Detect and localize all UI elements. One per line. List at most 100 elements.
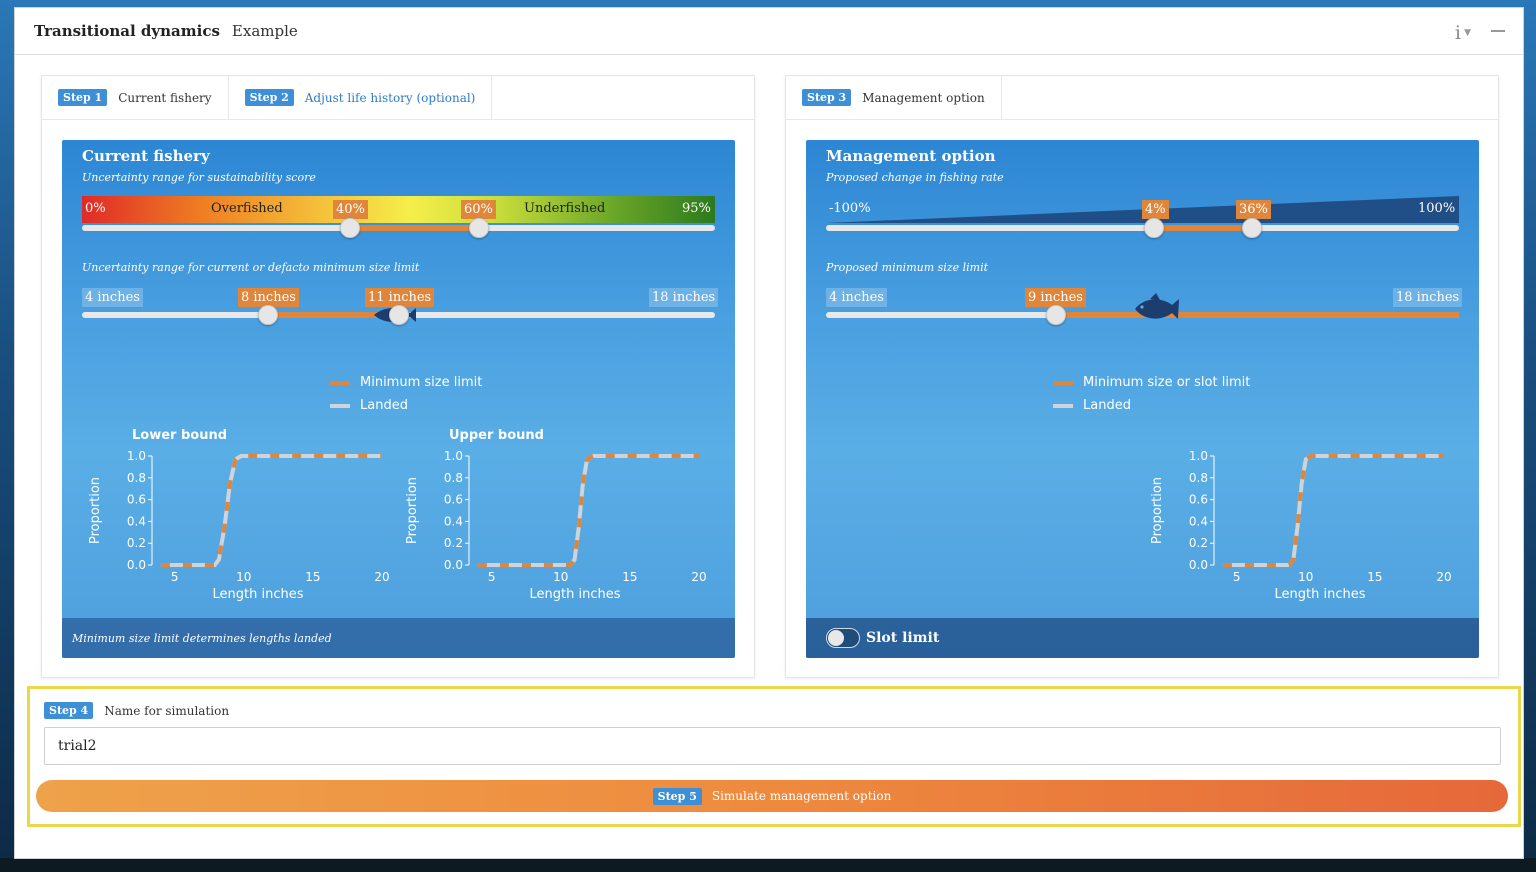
size-low-thumb[interactable]	[258, 305, 278, 325]
legend-label: Minimum size limit	[360, 375, 483, 390]
simulate-button[interactable]: Step 5 Simulate management option	[36, 780, 1508, 812]
x-axis-label: Length inches	[213, 587, 304, 602]
management-plot: 0.0 0.2 0.4 0.6 0.8 1.0 5 10 15 20 Length inches Pr…	[1150, 449, 1452, 602]
simulation-name-input[interactable]	[44, 727, 1501, 765]
rate-min-label: -100%	[829, 201, 871, 216]
plot-title: Lower bound	[132, 428, 227, 443]
y-tick-label: 1.0	[127, 449, 146, 463]
legend-label: Landed	[1083, 398, 1131, 413]
rate-high-label: 36%	[1236, 200, 1271, 219]
y-tick-label: 0.0	[444, 558, 463, 572]
min-size-line	[477, 454, 699, 567]
tab-management-option[interactable]: Step 3 Management option	[786, 76, 1002, 119]
y-tick-label: 0.2	[1189, 536, 1208, 550]
toggle-knob	[828, 630, 844, 646]
x-tick-label: 10	[1298, 570, 1313, 584]
step-badge: Step 3	[802, 89, 852, 106]
x-axis-label: Length inches	[530, 587, 621, 602]
y-tick-label: 0.2	[127, 536, 146, 550]
x-tick-label: 20	[374, 570, 389, 584]
legend-swatch-grey	[330, 403, 350, 408]
y-tick-label: 1.0	[1189, 449, 1208, 463]
slot-limit-toggle[interactable]	[826, 628, 860, 648]
landed-line	[477, 454, 699, 567]
overfished-label: Overfished	[211, 201, 283, 216]
y-tick-label: 0.8	[127, 471, 146, 485]
size-min-label: 4 inches	[82, 288, 143, 307]
step4-label: Name for simulation	[104, 703, 230, 718]
y-tick-label: 1.0	[444, 449, 463, 463]
lower-bound-plot: Lower bound 0.0 0.2 0.4 0.6 0.8 1.0 5 10 15 20 Leng…	[88, 428, 390, 602]
x-axis-label: Length inches	[1275, 587, 1366, 602]
tab-current-fishery[interactable]: Step 1 Current fishery	[42, 76, 229, 119]
step-badge: Step 5	[652, 787, 702, 805]
left-tabbar: Step 1 Current fishery Step 2 Adjust lif…	[42, 76, 754, 120]
step-badge: Step 1	[58, 89, 108, 106]
size-high-label: 11 inches	[365, 288, 435, 307]
caret-down-icon[interactable]: ▼	[1464, 28, 1471, 38]
y-axis-label: Proportion	[405, 477, 420, 544]
card-title: Current fishery	[82, 147, 210, 165]
card-footer: Minimum size limit determines lengths la…	[62, 618, 735, 658]
upper-bound-plot: Upper bound 0.0 0.2 0.4 0.6 0.8 1.0 5 10 15 20 Leng…	[405, 428, 707, 602]
step-badge: Step 2	[244, 89, 294, 106]
y-tick-label: 0.6	[127, 493, 146, 507]
info-icon[interactable]: i	[1454, 22, 1461, 44]
right-tabbar: Step 3 Management option	[786, 76, 1498, 120]
legend-row-landed: Landed	[330, 394, 482, 417]
y-tick-label: 0.8	[1189, 471, 1208, 485]
x-tick-label: 10	[236, 570, 251, 584]
x-tick-label: 5	[1233, 570, 1241, 584]
tab-adjust-life-history[interactable]: Step 2 Adjust life history (optional)	[229, 76, 493, 119]
size-high-thumb[interactable]	[389, 305, 409, 325]
min-size-line	[160, 454, 382, 567]
background-strip	[0, 858, 1536, 872]
y-tick-label: 0.6	[444, 493, 463, 507]
rate-high-thumb[interactable]	[1242, 218, 1262, 238]
size-slider-fill	[268, 312, 399, 318]
rate-low-label: 4%	[1142, 200, 1169, 219]
card-title: Management option	[826, 147, 996, 165]
y-tick-label: 0.4	[1189, 514, 1208, 528]
tab-label: Adjust life history (optional)	[304, 90, 476, 105]
rate-max-label: 100%	[1418, 201, 1456, 216]
left-panel: Step 1 Current fishery Step 2 Adjust lif…	[41, 75, 755, 678]
score-low-label: 40%	[333, 200, 368, 219]
size-slider-fill	[1056, 312, 1459, 318]
legend: Minimum size or slot limit Landed	[1053, 371, 1250, 417]
right-panel: Step 3 Management option Management opti…	[785, 75, 1499, 678]
score-low-thumb[interactable]	[340, 218, 360, 238]
y-tick-label: 0.8	[444, 471, 463, 485]
y-tick-label: 0.0	[127, 558, 146, 572]
rate-low-thumb[interactable]	[1144, 218, 1164, 238]
rate-slider-fill	[1154, 225, 1252, 231]
legend-swatch-orange	[330, 380, 350, 385]
legend-row-landed: Landed	[1053, 394, 1250, 417]
size-value-label: 9 inches	[1025, 288, 1086, 307]
card-footer: Slot limit	[806, 618, 1479, 658]
minimize-icon[interactable]	[1491, 30, 1505, 32]
y-tick-label: 0.4	[444, 514, 463, 528]
step-badge: Step 4	[44, 702, 94, 719]
score-high-thumb[interactable]	[469, 218, 489, 238]
step4-header: Step 4 Name for simulation	[44, 702, 229, 719]
app-subtitle: Example	[231, 22, 298, 40]
management-option-card: Management option Proposed change in fis…	[806, 140, 1479, 658]
fish-icon	[1135, 293, 1179, 319]
size-value-thumb[interactable]	[1046, 305, 1066, 325]
size-low-label: 8 inches	[238, 288, 299, 307]
landed-line	[160, 454, 382, 567]
tab-label: Management option	[862, 90, 985, 105]
rate-slider-track[interactable]	[826, 225, 1459, 231]
app-window: Transitional dynamics Example i ▼ Step 1…	[14, 7, 1524, 859]
y-tick-label: 0.0	[1189, 558, 1208, 572]
tab-label: Current fishery	[118, 90, 212, 105]
simulation-box: Step 4 Name for simulation Step 5 Simula…	[27, 686, 1521, 827]
legend-swatch-orange	[1053, 380, 1073, 385]
rate-caption: Proposed change in fishing rate	[826, 171, 1004, 184]
score-max-label: 95%	[682, 201, 711, 216]
legend-label: Minimum size or slot limit	[1083, 375, 1251, 390]
size-caption: Proposed minimum size limit	[826, 261, 989, 274]
x-tick-label: 20	[691, 570, 706, 584]
score-caption: Uncertainty range for sustainability sco…	[82, 171, 316, 184]
